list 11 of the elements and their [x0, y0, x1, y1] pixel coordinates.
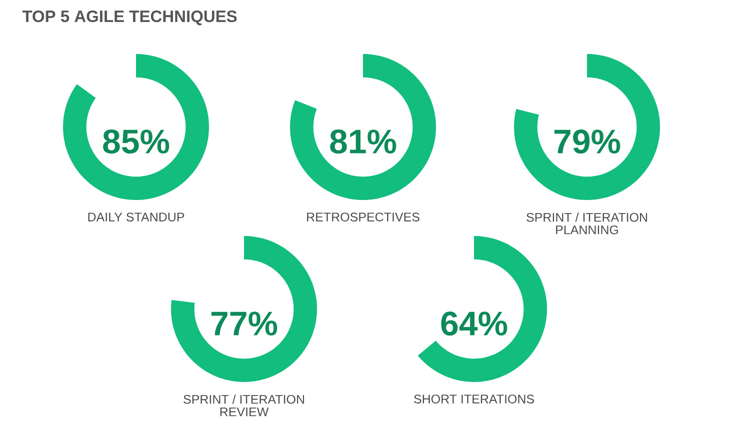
slice-label: SPRINT / ITERATION REVIEW: [184, 394, 304, 416]
data-label: 81%: [330, 130, 396, 154]
chart-title: TOP 5 AGILE TECHNIQUES: [22, 10, 237, 26]
data-label: 77%: [211, 312, 278, 336]
data-label: 79%: [554, 130, 620, 154]
slice-label: DAILY STANDUP: [88, 212, 184, 222]
data-label: 64%: [441, 312, 508, 336]
slice-label: SHORT ITERATIONS: [414, 394, 534, 404]
slice-label: RETROSPECTIVES: [307, 212, 420, 222]
slice-label: SPRINT / ITERATION PLANNING: [526, 212, 648, 234]
data-label: 85%: [103, 130, 170, 154]
